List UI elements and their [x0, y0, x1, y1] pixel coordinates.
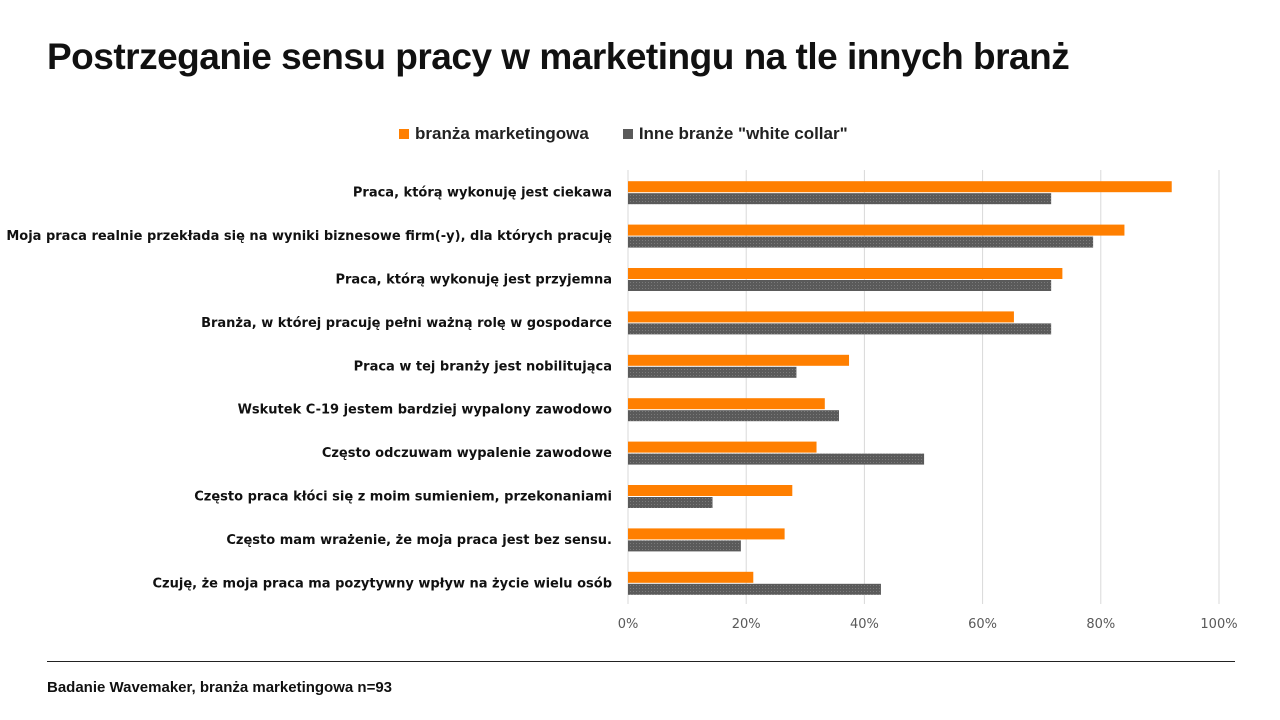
x-tick-labels: 0% 20% 40% 60% 80% 100% [618, 617, 1238, 632]
legend-item-marketing: branża marketingowa [399, 124, 589, 144]
category-labels: Praca, którą wykonuję jest ciekawa Moja p… [6, 186, 612, 592]
category-label: Czuję, że moja praca ma pozytywny wpływ … [153, 576, 612, 591]
source-footnote: Badanie Wavemaker, branża marketingowa n… [47, 679, 393, 696]
bar-other [628, 540, 741, 552]
x-tick-label: 0% [618, 617, 639, 632]
category-label: Branża, w której pracuję pełni ważną rol… [201, 316, 612, 331]
bar-other [628, 323, 1052, 335]
category-label: Często mam wrażenie, że moja praca jest … [226, 533, 612, 548]
x-tick-label: 100% [1200, 617, 1237, 632]
bar-marketing [628, 311, 1014, 323]
bar-marketing [628, 268, 1063, 279]
bar-other [628, 583, 881, 595]
category-label: Praca w tej branży jest nobilitująca [354, 359, 612, 374]
category-label: Często odczuwam wypalenie zawodowe [322, 446, 612, 461]
legend-swatch-marketing [399, 129, 409, 139]
x-tick-label: 40% [850, 617, 879, 632]
category-label: Wskutek C-19 jestem bardziej wypalony za… [238, 403, 612, 418]
category-label: Często praca kłóci się z moim sumieniem,… [194, 490, 612, 505]
bar-marketing [628, 485, 793, 496]
bar-other [628, 236, 1094, 248]
bar-chart: Praca, którą wykonuję jest ciekawa Moja p… [6, 170, 1238, 632]
bar-marketing [628, 354, 850, 366]
bar-marketing [628, 571, 754, 583]
legend-swatch-other [622, 129, 633, 139]
category-label: Praca, którą wykonuję jest przyjemna [335, 273, 612, 288]
legend-item-other: Inne branże "white collar" [622, 124, 848, 144]
chart-legend: branża marketingowa Inne branże "white c… [399, 124, 848, 144]
category-label: Praca, którą wykonuję jest ciekawa [353, 186, 612, 201]
bar-marketing [628, 441, 817, 453]
x-tick-label: 60% [968, 617, 997, 632]
x-tick-label: 80% [1086, 617, 1115, 632]
bar-other [628, 193, 1052, 205]
bar-marketing [628, 181, 1172, 193]
bar-other [628, 453, 925, 465]
bar-other [628, 280, 1052, 291]
bar-marketing [628, 224, 1125, 236]
page-title: Postrzeganie sensu pracy w marketingu na… [47, 36, 1070, 77]
bar-other [628, 497, 713, 508]
legend-label-other: Inne branże "white collar" [638, 124, 848, 143]
bar-marketing [628, 398, 825, 410]
legend-label-marketing: branża marketingowa [415, 124, 589, 143]
bar-other [628, 366, 797, 378]
category-label: Moja praca realnie przekłada się na wyni… [6, 229, 612, 244]
bar-marketing [628, 528, 785, 540]
footer-divider [47, 661, 1235, 662]
bars-layer [628, 181, 1172, 595]
x-tick-label: 20% [732, 617, 761, 632]
bar-other [628, 410, 839, 422]
